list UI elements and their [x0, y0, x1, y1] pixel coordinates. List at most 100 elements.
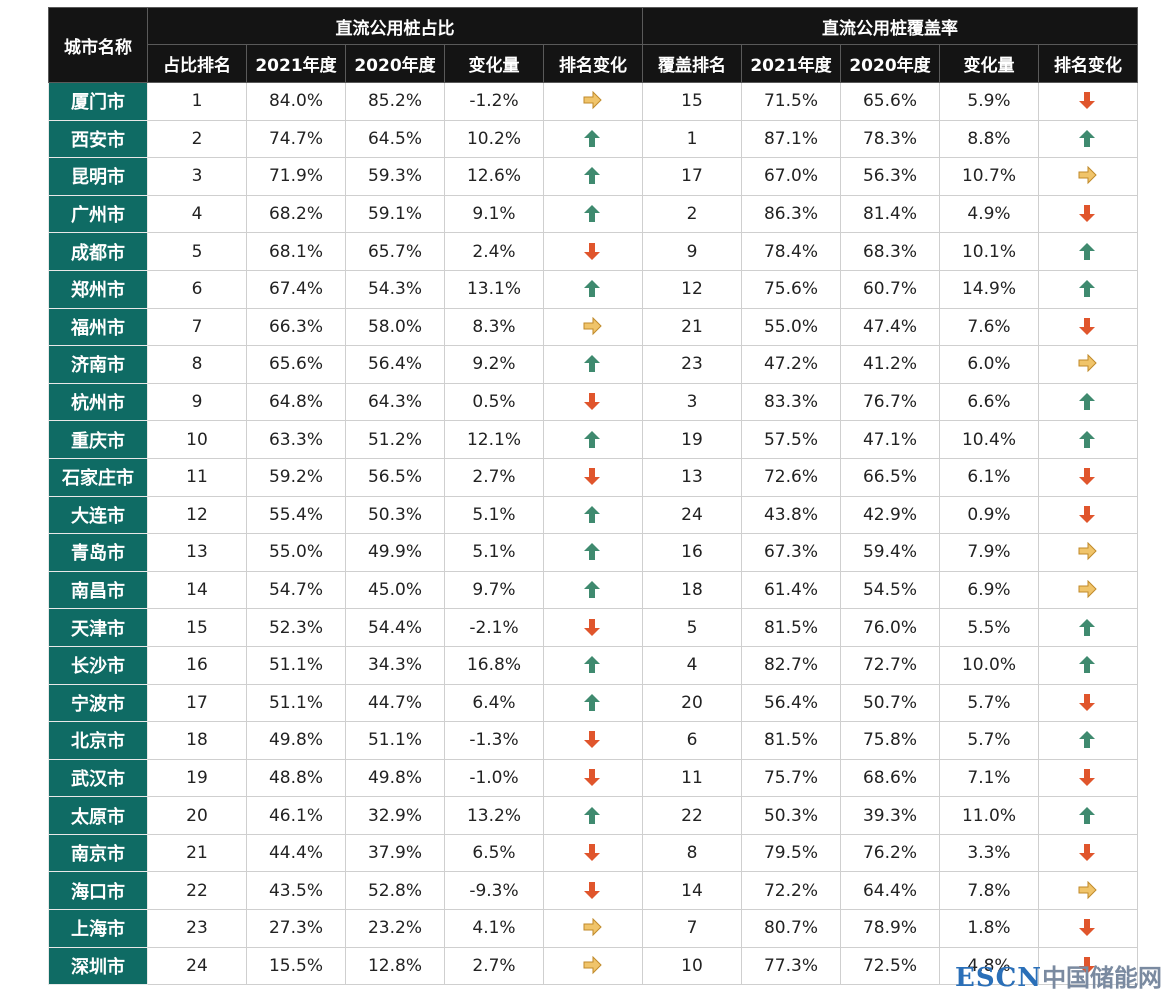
cell: 59.1%: [345, 194, 445, 234]
cell: 5.9%: [939, 82, 1039, 121]
cell: 16: [642, 533, 742, 572]
cell: 7.1%: [939, 758, 1039, 798]
trend-cell: [1037, 345, 1139, 384]
table-row: 西安市 2 74.7% 64.5% 10.2% 1 87.1% 78.3% 8.8%: [48, 119, 1139, 159]
cell: 16: [147, 645, 247, 685]
cell: 46.1%: [246, 796, 346, 835]
table-row: 青岛市 13 55.0% 49.9% 5.1% 16 67.3% 59.4% 7.9%: [48, 533, 1139, 572]
cell: 55.0%: [741, 307, 841, 347]
cell: 8: [642, 833, 742, 873]
cell: 15: [642, 82, 742, 121]
trend-arrow: [584, 393, 600, 411]
cell: 41.2%: [840, 345, 940, 384]
trend-arrow: [584, 355, 600, 373]
cell: 78.9%: [840, 909, 940, 948]
cell: 50.3%: [741, 796, 841, 835]
cell: 17: [147, 683, 247, 723]
city: 郑州市: [48, 269, 148, 309]
trend-cell: [1037, 833, 1139, 873]
cell: 6.1%: [939, 457, 1039, 497]
trend-arrow: [583, 91, 602, 110]
arrow-shape: [584, 618, 600, 636]
arrow-shape: [1079, 317, 1096, 335]
arrow-shape: [584, 393, 600, 411]
column-header: 城市名称: [48, 7, 148, 83]
arrow-shape: [584, 581, 600, 599]
cell: 56.4%: [741, 683, 841, 723]
trend-arrow: [1079, 618, 1096, 636]
column-header: 排名变化: [1037, 44, 1139, 83]
column-header: 2020年度: [345, 44, 445, 83]
trend-cell: [1037, 232, 1139, 271]
trend-arrow: [1079, 844, 1096, 862]
cell: 9: [642, 232, 742, 271]
cell: 3.3%: [939, 833, 1039, 873]
cell: 10.4%: [939, 420, 1039, 459]
cell: 71.9%: [246, 157, 346, 196]
city: 成都市: [48, 232, 148, 271]
cell: 13: [642, 457, 742, 497]
arrow-shape: [1079, 919, 1096, 937]
trend-arrow: [1079, 806, 1096, 824]
trend-cell: [543, 871, 643, 911]
cell: 19: [147, 758, 247, 798]
cell: 79.5%: [741, 833, 841, 873]
data-table: 城市名称 直流公用桩占比 直流公用桩覆盖率 占比排名 2021年度 2020年度 变化…: [48, 7, 1139, 986]
cell: 10.1%: [939, 232, 1039, 271]
arrow-shape: [584, 656, 600, 674]
trend-arrow: [584, 242, 600, 260]
arrow-shape: [1079, 505, 1096, 523]
arrow-shape: [584, 881, 600, 899]
cell: 4: [642, 645, 742, 685]
cell: 47.2%: [741, 345, 841, 384]
watermark-brand: ESCN: [955, 963, 1043, 993]
trend-arrow: [584, 543, 600, 561]
cell: 65.6%: [246, 345, 346, 384]
column-header: 2021年度: [246, 44, 346, 83]
arrow-shape: [1079, 129, 1096, 147]
trend-cell: [543, 570, 643, 610]
cell: 72.6%: [741, 457, 841, 497]
trend-cell: [543, 382, 643, 422]
column-header: 占比排名: [147, 44, 247, 83]
cell: 87.1%: [741, 119, 841, 159]
table-row: 南京市 21 44.4% 37.9% 6.5% 8 79.5% 76.2% 3.3%: [48, 833, 1139, 873]
cell: 10.7%: [939, 157, 1039, 196]
table-row: 郑州市 6 67.4% 54.3% 13.1% 12 75.6% 60.7% 14.9%: [48, 269, 1139, 309]
cell: 37.9%: [345, 833, 445, 873]
cell: 3: [642, 382, 742, 422]
cell: 1: [642, 119, 742, 159]
cell: 2: [642, 194, 742, 234]
trend-arrow: [1079, 731, 1096, 749]
cell: 9: [147, 382, 247, 422]
trend-arrow: [584, 205, 600, 223]
cell: 63.3%: [246, 420, 346, 459]
watermark: ESCN中国储能网: [955, 958, 1162, 993]
cell: 2.7%: [444, 946, 544, 986]
cell: 39.3%: [840, 796, 940, 835]
city: 南昌市: [48, 570, 148, 610]
city: 太原市: [48, 796, 148, 835]
city: 福州市: [48, 307, 148, 347]
trend-arrow: [584, 581, 600, 599]
cell: 51.1%: [246, 683, 346, 723]
cell: 6: [147, 269, 247, 309]
cell: 8.8%: [939, 119, 1039, 159]
arrow-shape: [584, 129, 600, 147]
cell: 12: [642, 269, 742, 309]
trend-arrow: [583, 316, 602, 336]
cell: 9.1%: [444, 194, 544, 234]
cell: 67.0%: [741, 157, 841, 196]
cell: 5.1%: [444, 533, 544, 572]
cell: 66.5%: [840, 457, 940, 497]
cell: 50.7%: [840, 683, 940, 723]
trend-cell: [543, 683, 643, 723]
trend-arrow: [1078, 166, 1097, 185]
city: 武汉市: [48, 758, 148, 798]
cell: 7.8%: [939, 871, 1039, 911]
cell: 85.2%: [345, 82, 445, 121]
table-row: 重庆市 10 63.3% 51.2% 12.1% 19 57.5% 47.1% 10.4%: [48, 420, 1139, 459]
cell: 27.3%: [246, 909, 346, 948]
table-row: 太原市 20 46.1% 32.9% 13.2% 22 50.3% 39.3% 11.0%: [48, 796, 1139, 835]
trend-arrow: [1078, 542, 1097, 561]
